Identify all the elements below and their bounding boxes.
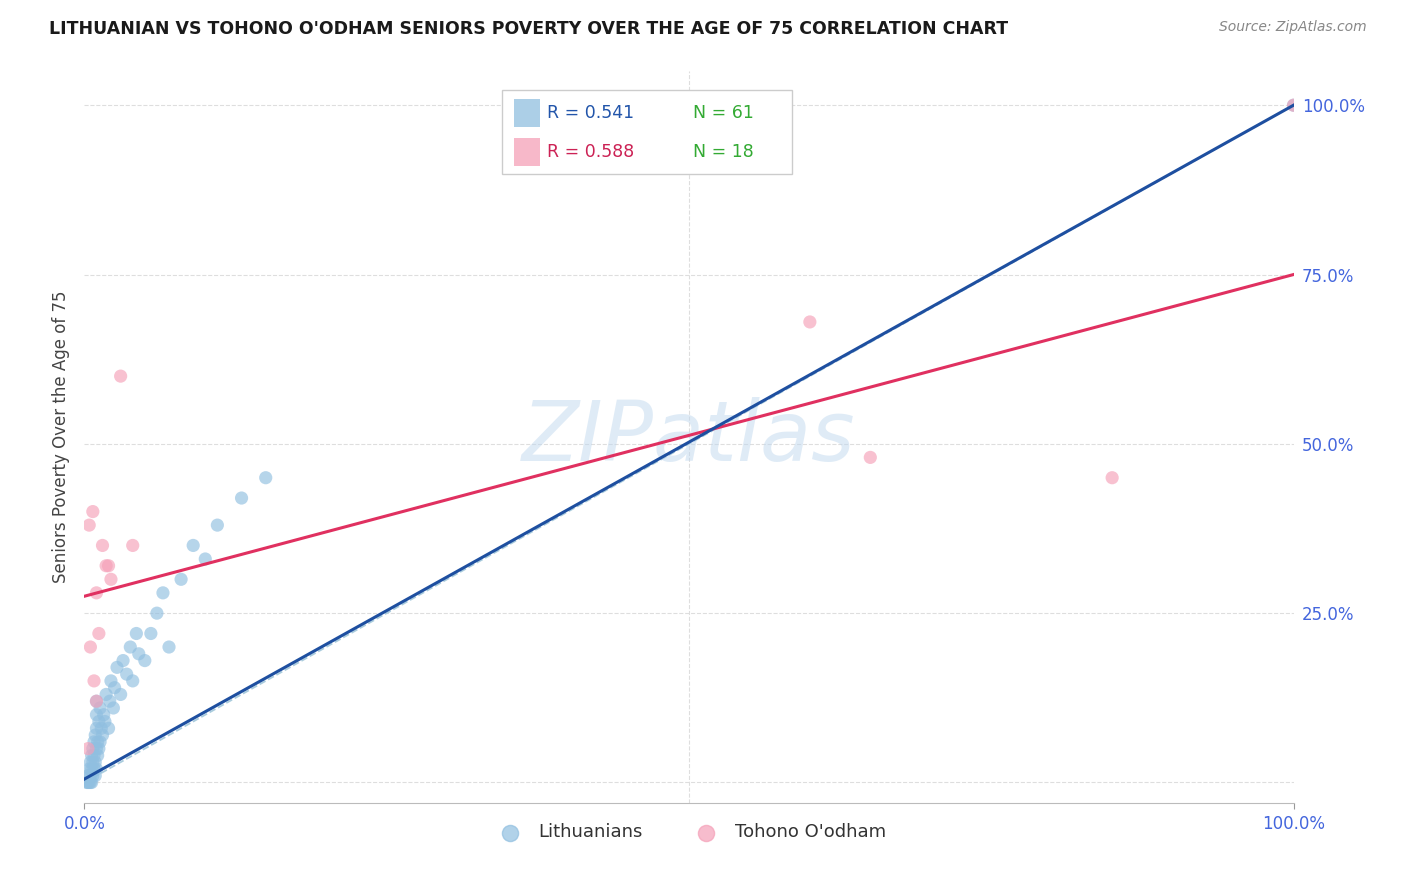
Point <box>84 769 107 783</box>
Point <box>97 558 120 573</box>
Text: N = 18: N = 18 <box>693 143 754 161</box>
Point <box>1282 98 1305 112</box>
Point <box>82 769 104 783</box>
Point <box>79 769 101 783</box>
Point <box>86 707 108 722</box>
Point <box>89 735 111 749</box>
Point <box>77 775 100 789</box>
Point <box>115 667 138 681</box>
Point <box>83 673 105 688</box>
Text: LITHUANIAN VS TOHONO O'ODHAM SENIORS POVERTY OVER THE AGE OF 75 CORRELATION CHAR: LITHUANIAN VS TOHONO O'ODHAM SENIORS POV… <box>49 20 1008 37</box>
Point <box>87 626 110 640</box>
Point <box>91 728 114 742</box>
Point <box>84 728 107 742</box>
Point <box>77 762 100 776</box>
Point <box>134 654 156 668</box>
Point <box>139 626 162 640</box>
Point <box>87 741 110 756</box>
Point <box>110 369 132 384</box>
Point <box>207 518 229 533</box>
Point <box>86 762 108 776</box>
Point <box>84 755 107 769</box>
Point <box>86 694 108 708</box>
Point <box>97 721 120 735</box>
Point <box>112 654 135 668</box>
Point <box>94 714 117 729</box>
Point <box>121 673 143 688</box>
Point <box>80 748 103 763</box>
Point <box>103 701 125 715</box>
Text: R = 0.541: R = 0.541 <box>547 104 634 122</box>
Point <box>125 626 148 640</box>
Point <box>82 755 104 769</box>
Point <box>146 606 169 620</box>
Point <box>859 450 882 465</box>
Point <box>94 558 117 573</box>
Point <box>86 748 108 763</box>
Y-axis label: Seniors Poverty Over the Age of 75: Seniors Poverty Over the Age of 75 <box>52 291 70 583</box>
Point <box>79 640 101 654</box>
Point <box>90 721 112 735</box>
FancyBboxPatch shape <box>502 90 792 174</box>
Point <box>76 775 98 789</box>
Point <box>231 491 253 505</box>
Point <box>105 660 128 674</box>
Point <box>77 518 100 533</box>
Text: R = 0.588: R = 0.588 <box>547 143 634 161</box>
Point <box>91 538 114 552</box>
Point <box>82 741 104 756</box>
Point <box>79 775 101 789</box>
Text: N = 61: N = 61 <box>693 104 754 122</box>
Point <box>181 538 204 552</box>
Point <box>194 552 217 566</box>
Point <box>799 315 821 329</box>
Point <box>100 572 122 586</box>
Point <box>79 755 101 769</box>
Point <box>121 538 143 552</box>
Point <box>1282 98 1305 112</box>
Point <box>98 694 121 708</box>
Point <box>89 701 111 715</box>
Point <box>104 681 127 695</box>
Point <box>83 762 105 776</box>
Point <box>254 471 277 485</box>
FancyBboxPatch shape <box>513 138 540 166</box>
FancyBboxPatch shape <box>513 99 540 127</box>
Point <box>93 707 115 722</box>
Point <box>83 735 105 749</box>
Point <box>82 505 104 519</box>
Point <box>157 640 180 654</box>
Point <box>77 769 100 783</box>
Point <box>110 688 132 702</box>
Point <box>86 721 108 735</box>
Point <box>83 748 105 763</box>
Point <box>86 586 108 600</box>
Point <box>1101 471 1123 485</box>
Point <box>86 735 108 749</box>
Legend: Lithuanians, Tohono O'odham: Lithuanians, Tohono O'odham <box>485 816 893 848</box>
Point <box>152 586 174 600</box>
Point <box>94 688 117 702</box>
Point <box>77 741 100 756</box>
Point <box>170 572 193 586</box>
Text: Source: ZipAtlas.com: Source: ZipAtlas.com <box>1219 20 1367 34</box>
Text: ZIPatlas: ZIPatlas <box>522 397 856 477</box>
Point <box>120 640 142 654</box>
Point <box>87 714 110 729</box>
Point <box>100 673 122 688</box>
Point <box>86 741 108 756</box>
Point <box>86 694 108 708</box>
Point <box>77 775 100 789</box>
Point <box>128 647 150 661</box>
Point <box>80 762 103 776</box>
Point <box>80 775 103 789</box>
